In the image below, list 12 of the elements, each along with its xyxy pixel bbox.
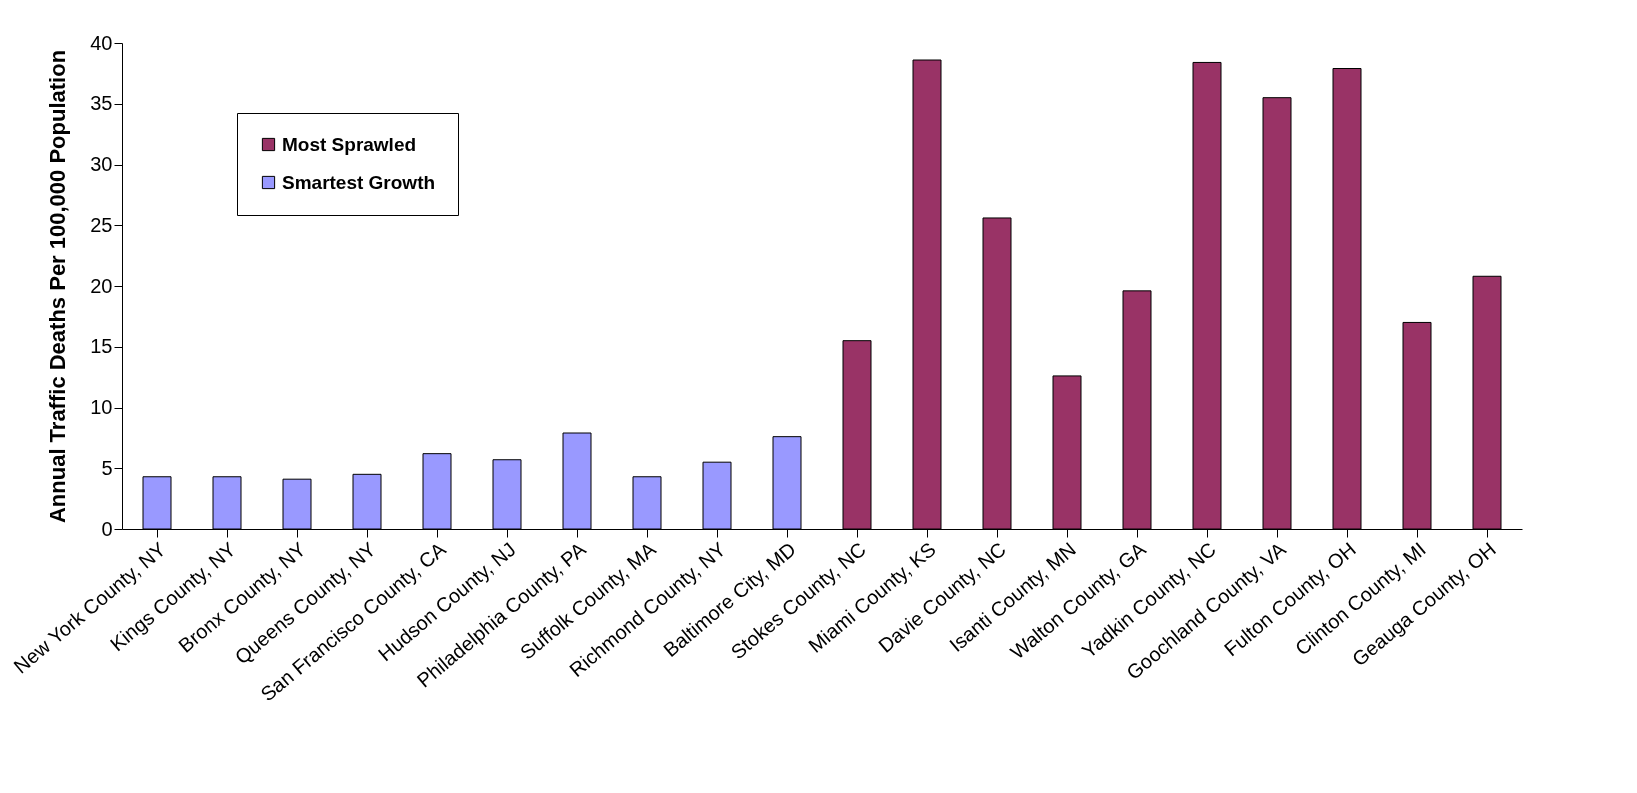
y-axis-title: Annual Traffic Deaths Per 100,000 Population: [45, 49, 71, 524]
y-tick-label: 35: [90, 92, 113, 115]
y-tick-label: 20: [90, 274, 113, 297]
y-tick-label: 5: [101, 456, 113, 479]
y-tick-label: 40: [90, 31, 113, 54]
y-tick-label: 0: [101, 517, 113, 540]
y-tick-label: 15: [90, 335, 113, 358]
legend-label: Smartest Growth: [282, 171, 436, 193]
y-tick-label: 10: [90, 396, 113, 418]
y-tick-label: 30: [90, 153, 113, 175]
y-tick-label: 25: [90, 213, 113, 236]
legend-label: Most Sprawled: [282, 133, 417, 155]
